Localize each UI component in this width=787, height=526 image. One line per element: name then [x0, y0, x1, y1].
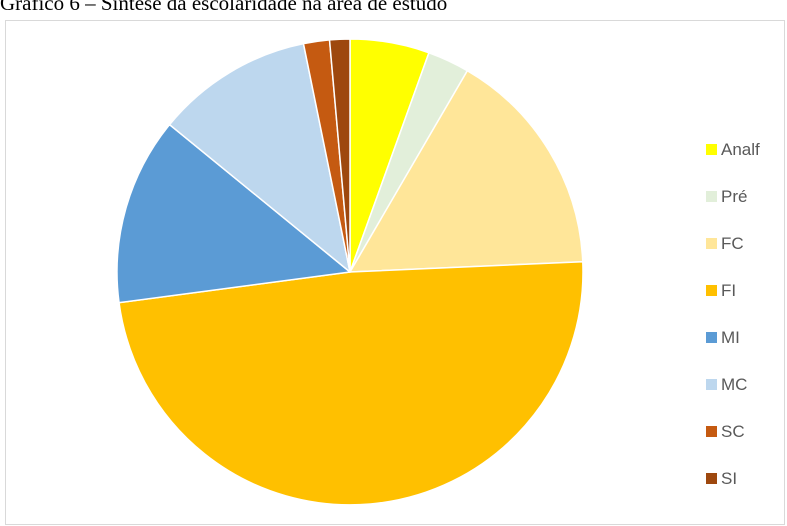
legend-item-mc: MC	[706, 361, 760, 408]
legend-label-fi: FI	[721, 280, 737, 300]
legend-swatch-sc	[706, 426, 717, 437]
legend-item-sc: SC	[706, 408, 760, 455]
pie-slice-si	[328, 38, 351, 273]
pie-chart	[116, 38, 584, 506]
legend-swatch-si	[706, 473, 717, 484]
legend-swatch-pre	[706, 191, 717, 202]
legend-item-fc: FC	[706, 220, 760, 267]
legend-label-si: SI	[721, 468, 738, 488]
legend-item-fi: FI	[706, 267, 760, 314]
legend-swatch-analf	[706, 144, 717, 155]
page-title: Gráfico 6 – Síntese da escolaridade na á…	[0, 0, 448, 15]
legend-item-mi: MI	[706, 314, 760, 361]
pie-slice-mc	[168, 42, 351, 273]
legend-label-fc: FC	[721, 233, 744, 253]
pie-slice-fi	[118, 261, 584, 506]
chart-legend: Analf Pré FC FI MI MC SC SI	[706, 126, 760, 502]
legend-label-sc: SC	[721, 421, 745, 441]
chart-area: Analf Pré FC FI MI MC SC SI	[5, 20, 785, 525]
legend-swatch-mi	[706, 332, 717, 343]
legend-swatch-fc	[706, 238, 717, 249]
legend-swatch-fi	[706, 285, 717, 296]
legend-item-pre: Pré	[706, 173, 760, 220]
legend-label-mc: MC	[721, 374, 748, 394]
pie-slice-fc	[349, 69, 584, 273]
pie-slice-mi	[116, 123, 351, 304]
legend-swatch-mc	[706, 379, 717, 390]
legend-label-mi: MI	[721, 327, 740, 347]
legend-item-si: SI	[706, 455, 760, 502]
legend-item-analf: Analf	[706, 126, 760, 173]
legend-label-analf: Analf	[721, 139, 760, 159]
legend-label-pre: Pré	[721, 186, 748, 206]
